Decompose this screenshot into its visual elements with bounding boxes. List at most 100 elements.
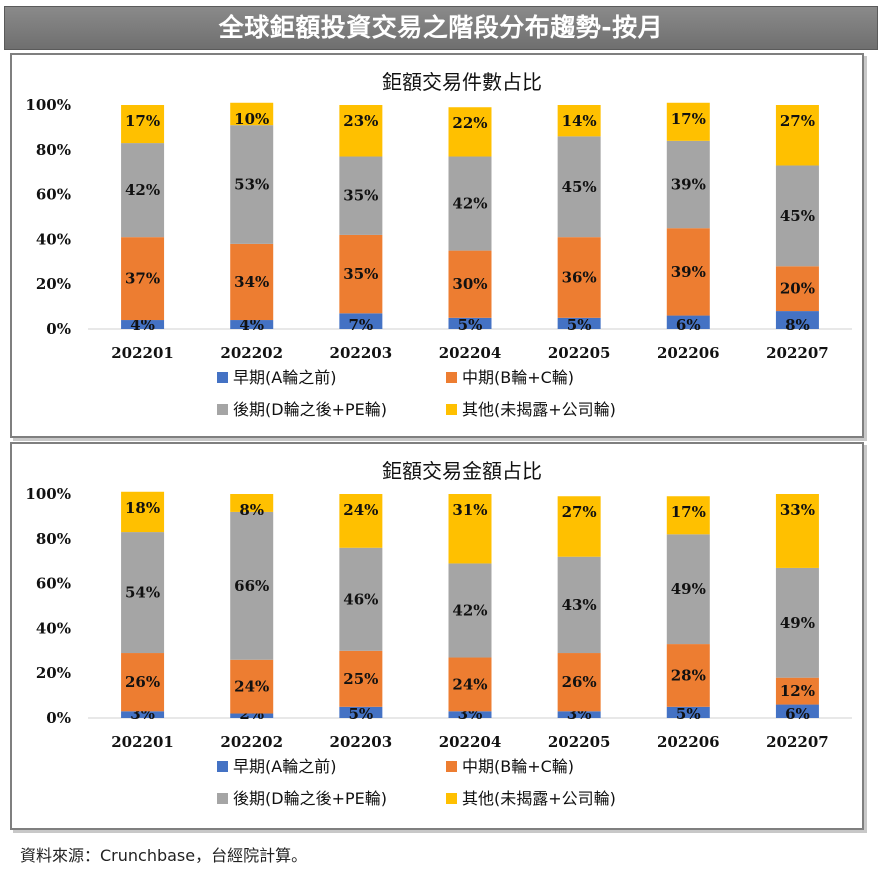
bar-segment: [121, 320, 165, 329]
chart-panel-count: 鉅額交易件數占比 0% 20% 40% 60% 80% 100% 4% 37% 42% 17% 202…: [10, 53, 864, 438]
bar-segment: [121, 143, 165, 238]
bar-segment: [557, 317, 601, 329]
data-label: 12%: [780, 682, 815, 700]
data-label: 34%: [234, 273, 269, 291]
bar-segment: [557, 556, 601, 654]
x-tick-label: 202203: [330, 344, 393, 362]
data-label: 42%: [125, 181, 160, 199]
data-label: 35%: [343, 187, 378, 205]
data-label: 20%: [780, 280, 815, 298]
x-tick-label: 202204: [439, 733, 502, 751]
data-label: 66%: [234, 577, 269, 595]
chart-panel-amount: 鉅額交易金額占比 0% 20% 40% 60% 80% 100% 3% 26% 54% 18% 202…: [10, 442, 864, 830]
legend-label: 中期(B輪+C輪): [462, 368, 574, 387]
bar-segment: [230, 494, 274, 512]
legend-label: 中期(B輪+C輪): [462, 757, 574, 776]
bar-segment: [448, 156, 492, 251]
chart-title: 鉅額交易件數占比: [382, 70, 542, 94]
bar-segment: [775, 677, 819, 705]
y-tick-label: 0%: [46, 320, 71, 338]
y-tick-label: 100%: [25, 96, 71, 114]
data-label: 27%: [780, 112, 815, 130]
x-tick-label: 202201: [111, 733, 174, 751]
chart-title: 鉅額交易金額占比: [382, 459, 542, 483]
y-tick-label: 40%: [36, 230, 71, 248]
x-tick-label: 202205: [548, 733, 611, 751]
bar-segment: [339, 105, 383, 157]
bar-segment: [666, 496, 710, 535]
data-label: 6%: [785, 705, 810, 723]
data-label: 22%: [452, 114, 487, 132]
bar-segment: [775, 266, 819, 312]
bar-segment: [666, 706, 710, 718]
bar-segment: [775, 567, 819, 678]
data-label: 49%: [671, 580, 706, 598]
bar-segment: [121, 237, 165, 321]
amount-share-chart: 鉅額交易金額占比0%20%40%60%80%100%3%26%54%18%202…: [25, 459, 852, 808]
data-label: 37%: [125, 270, 160, 288]
legend-label: 早期(A輪之前): [233, 757, 336, 776]
source-note: 資料來源：Crunchbase，台經院計算。: [20, 846, 308, 865]
x-tick-label: 202205: [548, 344, 611, 362]
legend-label: 其他(未揭露+公司輪): [462, 400, 616, 419]
data-label: 25%: [343, 670, 378, 688]
x-tick-label: 202204: [439, 344, 502, 362]
bar-segment: [448, 657, 492, 712]
bar-segment: [775, 311, 819, 329]
data-label: 45%: [780, 207, 815, 225]
bar-segment: [230, 102, 274, 126]
bar-segment: [230, 511, 274, 660]
data-label: 6%: [676, 316, 701, 334]
data-label: 4%: [130, 316, 155, 334]
data-label: 39%: [671, 176, 706, 194]
data-label: 4%: [239, 316, 264, 334]
data-label: 24%: [234, 678, 269, 696]
count-share-chart: 鉅額交易件數占比 0% 20% 40% 60% 80% 100% 4% 37% 42% 17% 202…: [25, 70, 852, 419]
legend-label: 後期(D輪之後+PE輪): [233, 789, 387, 808]
data-label: 45%: [562, 178, 597, 196]
data-label: 49%: [780, 614, 815, 632]
data-label: 31%: [452, 501, 487, 519]
bar-segment: [121, 711, 165, 718]
bar-segment: [339, 706, 383, 718]
bar-segment: [775, 704, 819, 718]
data-label: 24%: [452, 675, 487, 693]
bar-segment: [448, 563, 492, 658]
y-tick-label: 20%: [36, 664, 71, 682]
bar-segment: [557, 237, 601, 318]
data-label: 5%: [676, 705, 701, 723]
x-tick-label: 202206: [657, 733, 720, 751]
data-label: 26%: [125, 673, 160, 691]
bar-segment: [230, 125, 274, 244]
bar-segment: [448, 250, 492, 318]
bar-segment: [557, 136, 601, 238]
data-label: 33%: [780, 501, 815, 519]
y-tick-label: 20%: [36, 275, 71, 293]
data-label: 42%: [452, 601, 487, 619]
bar-segment: [339, 494, 383, 548]
data-label: 35%: [343, 265, 378, 283]
y-tick-label: 40%: [36, 619, 71, 637]
bar-segment: [230, 659, 274, 714]
y-tick-label: 60%: [36, 575, 71, 593]
legend-label: 早期(A輪之前): [233, 368, 336, 387]
bar-segment: [666, 102, 710, 141]
bar-segment: [121, 653, 165, 712]
legend-swatch: [446, 404, 457, 415]
data-label: 7%: [349, 316, 374, 334]
data-label: 42%: [452, 195, 487, 213]
bar-segment: [666, 228, 710, 316]
data-label: 53%: [234, 176, 269, 194]
bar-segment: [339, 156, 383, 235]
bar-segment: [775, 494, 819, 568]
legend-label: 其他(未揭露+公司輪): [462, 789, 616, 808]
legend-swatch: [217, 761, 228, 772]
data-label: 30%: [452, 275, 487, 293]
bar-segment: [775, 105, 819, 166]
bar-segment: [775, 165, 819, 267]
data-label: 17%: [125, 112, 160, 130]
x-tick-label: 202203: [330, 733, 393, 751]
page-title: 全球鉅額投資交易之階段分布趨勢-按月: [4, 6, 878, 50]
legend-swatch: [217, 793, 228, 804]
bar-segment: [666, 644, 710, 707]
